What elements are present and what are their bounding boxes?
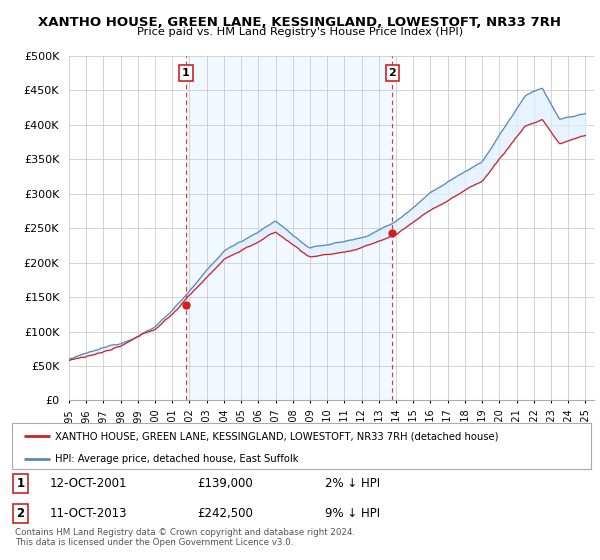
Text: XANTHO HOUSE, GREEN LANE, KESSINGLAND, LOWESTOFT, NR33 7RH: XANTHO HOUSE, GREEN LANE, KESSINGLAND, L… xyxy=(38,16,562,29)
Text: Contains HM Land Registry data © Crown copyright and database right 2024.
This d: Contains HM Land Registry data © Crown c… xyxy=(15,528,355,547)
Text: HPI: Average price, detached house, East Suffolk: HPI: Average price, detached house, East… xyxy=(55,454,299,464)
Text: 2: 2 xyxy=(17,507,25,520)
Text: £242,500: £242,500 xyxy=(197,507,253,520)
Text: 2: 2 xyxy=(389,68,397,78)
Text: 1: 1 xyxy=(182,68,190,78)
Text: 2% ↓ HPI: 2% ↓ HPI xyxy=(325,477,380,490)
Text: 9% ↓ HPI: 9% ↓ HPI xyxy=(325,507,380,520)
Text: 12-OCT-2001: 12-OCT-2001 xyxy=(50,477,127,490)
Text: 1: 1 xyxy=(17,477,25,490)
Bar xyxy=(186,56,392,400)
Text: Price paid vs. HM Land Registry's House Price Index (HPI): Price paid vs. HM Land Registry's House … xyxy=(137,27,463,37)
Text: 11-OCT-2013: 11-OCT-2013 xyxy=(50,507,127,520)
Text: XANTHO HOUSE, GREEN LANE, KESSINGLAND, LOWESTOFT, NR33 7RH (detached house): XANTHO HOUSE, GREEN LANE, KESSINGLAND, L… xyxy=(55,431,499,441)
Text: £139,000: £139,000 xyxy=(197,477,253,490)
